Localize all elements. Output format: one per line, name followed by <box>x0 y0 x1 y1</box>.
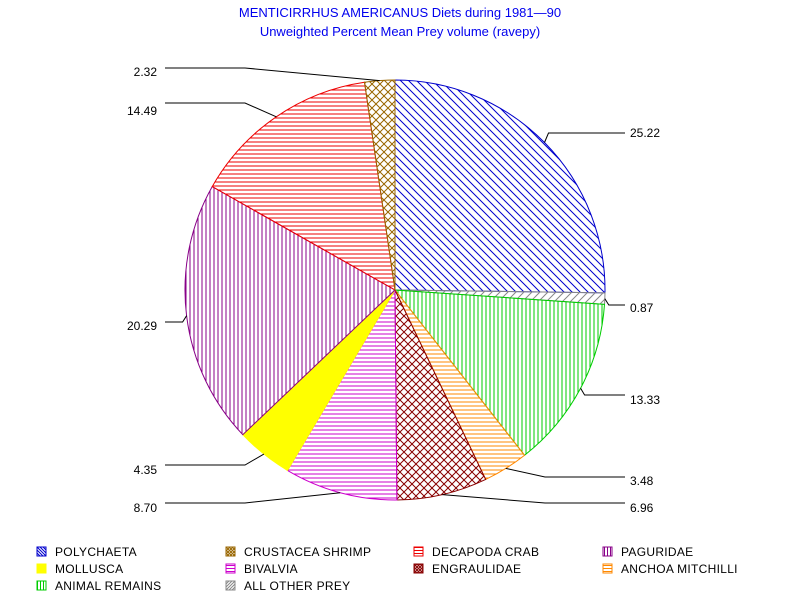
legend-swatch <box>602 546 613 557</box>
legend: POLYCHAETA CRUSTACEA SHRIMP DECAPODA CRAB P… <box>36 545 738 593</box>
legend-label: ANIMAL REMAINS <box>55 579 161 593</box>
legend-item-decapoda-crab: DECAPODA CRAB <box>413 545 539 559</box>
callout-line-paguridae <box>165 315 188 323</box>
legend-swatch <box>36 546 47 557</box>
data-label-all-other-prey: 0.87 <box>630 301 654 315</box>
legend-swatch <box>413 563 424 574</box>
legend-item-bivalvia: BIVALVIA <box>225 562 298 576</box>
callout-line-animal-remains <box>580 388 625 396</box>
legend-swatch <box>602 563 613 574</box>
data-label-animal-remains: 13.33 <box>630 393 660 407</box>
legend-label: CRUSTACEA SHRIMP <box>244 545 371 559</box>
legend-swatch <box>413 546 424 557</box>
callout-line-engraulidae <box>442 494 625 504</box>
legend-label: POLYCHAETA <box>55 545 137 559</box>
callout-line-bivalvia <box>165 492 341 504</box>
chart-title: MENTICIRRHUS AMERICANUS Diets during 198… <box>239 5 561 20</box>
pie-slices <box>184 79 606 501</box>
data-label-engraulidae: 6.96 <box>630 501 654 515</box>
slice-animal-remains <box>393 289 606 456</box>
callout-line-polychaeta <box>544 132 625 143</box>
data-label-polychaeta: 25.22 <box>630 126 660 140</box>
legend-item-polychaeta: POLYCHAETA <box>36 545 137 559</box>
chart-subtitle: Unweighted Percent Mean Prey volume (rav… <box>260 24 540 39</box>
legend-swatch <box>36 580 47 591</box>
legend-item-animal-remains: ANIMAL REMAINS <box>36 579 161 593</box>
data-label-bivalvia: 8.70 <box>134 501 158 515</box>
data-label-anchoa-mitchilli: 3.48 <box>630 474 654 488</box>
legend-label: ANCHOA MITCHILLI <box>621 562 738 576</box>
slice-callouts: 25.22 0.87 13.33 3.48 6.96 8.70 4.35 20.29 14.49… <box>127 65 660 515</box>
legend-label: DECAPODA CRAB <box>432 545 539 559</box>
legend-item-paguridae: PAGURIDAE <box>602 545 694 559</box>
slice-polychaeta <box>394 79 606 294</box>
legend-label: ENGRAULIDAE <box>432 562 521 576</box>
legend-item-engraulidae: ENGRAULIDAE <box>413 562 521 576</box>
data-label-mollusca: 4.35 <box>134 463 158 477</box>
slice-paguridae <box>184 185 396 436</box>
data-label-crustacea-shrimp: 2.32 <box>134 65 158 79</box>
legend-label: PAGURIDAE <box>621 545 694 559</box>
callout-line-all-other-prey <box>604 298 625 306</box>
data-label-paguridae: 20.29 <box>127 319 157 333</box>
legend-item-crustacea-shrimp: CRUSTACEA SHRIMP <box>225 545 371 559</box>
legend-label: BIVALVIA <box>244 562 298 576</box>
callout-line-decapoda-crab <box>165 102 277 118</box>
legend-item-anchoa-mitchilli: ANCHOA MITCHILLI <box>602 562 738 576</box>
callout-line-mollusca <box>165 453 265 466</box>
legend-item-all-other-prey: ALL OTHER PREY <box>225 579 350 593</box>
data-label-decapoda-crab: 14.49 <box>127 104 157 118</box>
legend-label: ALL OTHER PREY <box>244 579 350 593</box>
legend-swatch <box>225 563 236 574</box>
legend-label: MOLLUSCA <box>55 562 123 576</box>
callout-line-crustacea-shrimp <box>165 67 380 82</box>
slice-crustacea-shrimp <box>363 79 396 291</box>
legend-item-mollusca: MOLLUSCA <box>36 562 123 576</box>
legend-swatch <box>36 563 47 574</box>
callout-line-anchoa-mitchilli <box>505 467 625 478</box>
legend-swatch <box>225 546 236 557</box>
legend-swatch <box>225 580 236 591</box>
